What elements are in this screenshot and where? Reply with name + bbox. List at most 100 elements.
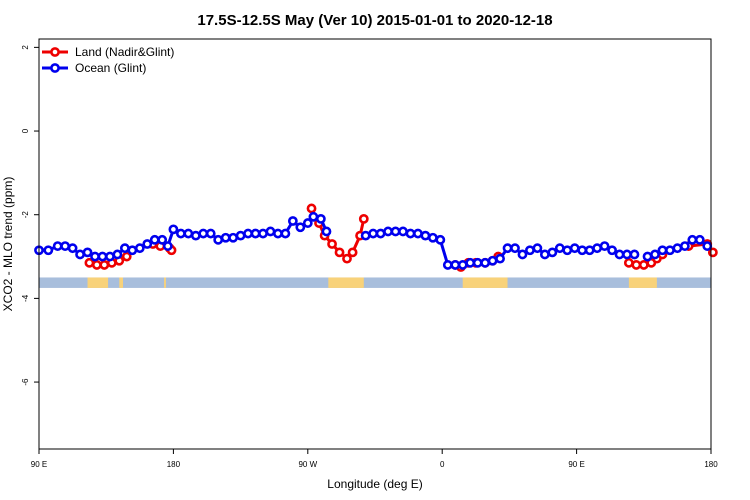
data-point — [487, 255, 498, 266]
data-point — [442, 260, 453, 270]
data-point — [495, 253, 505, 264]
data-point — [532, 243, 543, 254]
data-point — [510, 243, 520, 254]
land-band — [119, 277, 123, 288]
data-point — [342, 253, 352, 264]
data-point — [599, 241, 610, 251]
y-tick-label: -4 — [21, 294, 30, 302]
data-point — [175, 228, 186, 239]
data-point — [577, 245, 588, 256]
x-tick-label: 90 W — [298, 460, 317, 469]
x-tick-label: 180 — [167, 460, 181, 469]
data-point — [235, 230, 246, 241]
data-point — [287, 216, 298, 226]
data-point — [622, 249, 632, 260]
x-tick-label: 180 — [704, 460, 718, 469]
data-point — [243, 228, 253, 239]
data-point — [75, 249, 85, 260]
data-point — [679, 241, 690, 251]
x-tick-label: 0 — [440, 460, 445, 469]
data-point — [629, 249, 640, 260]
data-point — [228, 232, 239, 243]
data-point — [405, 228, 416, 239]
data-point — [547, 247, 558, 258]
series-ocean — [34, 211, 713, 270]
land-band — [164, 277, 166, 288]
data-point — [205, 228, 216, 239]
land-band — [328, 277, 364, 288]
data-point — [427, 232, 438, 243]
y-tick-label: 2 — [21, 45, 30, 50]
data-point — [121, 251, 132, 262]
data-point — [569, 243, 580, 254]
x-axis: 90 E 180 90 W 0 90 E 180 — [31, 449, 718, 469]
data-point — [694, 234, 705, 245]
data-point — [168, 224, 179, 235]
data-point — [584, 245, 595, 256]
data-point — [327, 239, 337, 249]
data-point — [105, 251, 115, 262]
data-point — [650, 249, 660, 260]
data-point — [435, 234, 446, 245]
data-point — [157, 234, 168, 245]
data-point — [642, 251, 653, 262]
data-point — [162, 241, 173, 251]
data-point — [265, 226, 276, 237]
y-tick-label: -2 — [21, 211, 30, 219]
legend-label: Ocean (Glint) — [75, 61, 146, 75]
x-axis-label: Longitude (deg E) — [327, 477, 422, 491]
data-point — [183, 228, 194, 239]
data-point — [480, 257, 491, 268]
data-point — [465, 257, 476, 268]
land-band — [628, 277, 657, 288]
data-point — [127, 245, 138, 256]
data-point — [525, 245, 535, 256]
data-point — [91, 260, 102, 270]
data-point — [149, 234, 160, 245]
data-point — [457, 260, 468, 270]
legend-marker — [50, 63, 60, 73]
data-point — [398, 226, 408, 237]
x-tick-label: 90 E — [31, 460, 47, 469]
data-point — [390, 226, 401, 237]
data-point — [383, 226, 393, 237]
data-point — [420, 230, 431, 241]
data-point — [258, 228, 268, 239]
data-point — [375, 228, 386, 239]
data-point — [321, 226, 332, 237]
data-point — [347, 247, 358, 258]
data-point — [672, 243, 683, 254]
data-point — [539, 249, 550, 260]
y-tick-label: 0 — [21, 128, 30, 133]
data-point — [562, 245, 573, 256]
data-point — [273, 228, 283, 239]
y-axis: 2 0 -2 -4 -6 — [21, 45, 39, 386]
data-point — [60, 241, 71, 251]
data-point — [334, 247, 345, 258]
data-point — [280, 228, 291, 239]
data-point — [657, 245, 668, 256]
data-point — [665, 245, 675, 256]
plot-frame — [38, 38, 712, 450]
data-point — [517, 249, 528, 260]
data-point — [315, 213, 326, 224]
y-axis-label: XCO2 - MLO trend (ppm) — [1, 177, 15, 312]
x-tick-label: 90 E — [568, 460, 584, 469]
data-point — [360, 230, 371, 241]
data-point — [502, 243, 513, 254]
data-point — [554, 243, 565, 254]
data-point — [638, 260, 649, 270]
legend-marker — [50, 47, 60, 57]
data-point — [302, 218, 313, 228]
data-point — [119, 243, 130, 254]
data-point — [607, 245, 617, 256]
data-point — [450, 260, 461, 270]
ocean-band — [39, 277, 711, 288]
legend-label: Land (Nadir&Glint) — [75, 45, 174, 59]
data-point — [631, 260, 642, 270]
data-point — [413, 228, 423, 239]
data-point — [112, 249, 123, 260]
chart-title: 17.5S-12.5S May (Ver 10) 2015-01-01 to 2… — [197, 12, 552, 29]
data-point — [623, 257, 634, 268]
